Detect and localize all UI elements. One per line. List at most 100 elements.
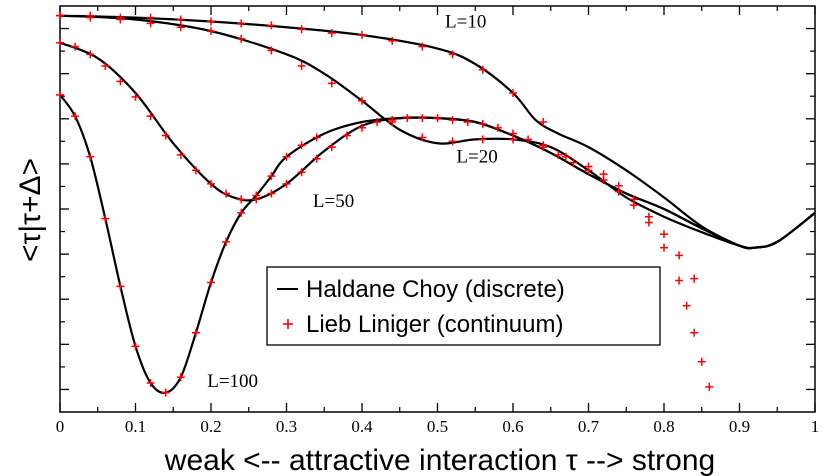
data-point-lieb-liniger-l-100 (237, 208, 246, 217)
data-point-lieb-liniger-l-100 (131, 342, 140, 351)
data-point-lieb-liniger-l-20 (478, 135, 487, 144)
data-point-lieb-liniger-l-50 (282, 179, 291, 188)
data-point-lieb-liniger-l-50 (539, 143, 548, 152)
data-point-lieb-liniger-l-20 (358, 96, 366, 105)
data-point-lieb-liniger-l-20 (207, 27, 215, 36)
data-point-lieb-liniger-l-20 (146, 19, 155, 28)
data-point-lieb-liniger-l-50 (463, 118, 472, 126)
data-point-lieb-liniger-l-50 (509, 129, 517, 138)
data-point-lieb-liniger-l-50 (448, 116, 457, 125)
data-point-lieb-liniger-l-100 (222, 237, 231, 246)
series-line-haldane-choy-l-10 (59, 14, 816, 250)
data-point-lieb-liniger-l-10 (327, 29, 336, 38)
data-point-lieb-liniger-l-10 (509, 89, 517, 97)
data-point-lieb-liniger-l-100 (176, 373, 185, 382)
data-point-lieb-liniger-l-100 (207, 278, 215, 287)
legend-label-lieb-liniger: Lieb Liniger (continuum) (306, 311, 563, 338)
data-point-lieb-liniger-l-20 (327, 79, 336, 88)
x-tick-label: 0.6 (502, 417, 523, 436)
data-point-lieb-liniger-l-50 (403, 114, 412, 123)
x-tick-label: 0 (56, 417, 65, 436)
data-point-lieb-liniger-l-50 (599, 176, 608, 184)
data-point-lieb-liniger-l-50 (478, 119, 487, 128)
data-point-lieb-liniger-l-50 (388, 116, 397, 125)
data-point-lieb-liniger-l-100 (86, 152, 95, 161)
data-point-lieb-liniger-l-10 (478, 65, 487, 74)
data-point-lieb-liniger-l-10 (448, 50, 457, 59)
data-point-lieb-liniger-l-100 (312, 133, 321, 142)
data-point-lieb-liniger-l-100 (282, 152, 291, 161)
data-point-lieb-liniger-l-10 (418, 42, 427, 51)
x-tick-label: 0.9 (729, 417, 750, 436)
data-point-lieb-liniger-l-100 (252, 191, 261, 200)
data-point-lieb-liniger-l-50 (327, 143, 336, 152)
x-tick-label: 0.8 (653, 417, 674, 436)
data-point-lieb-liniger-l-50 (101, 61, 110, 70)
data-point-lieb-liniger-l-100 (101, 214, 110, 223)
data-point-lieb-liniger-l-10 (267, 21, 276, 30)
data-point-lieb-liniger-l-20 (660, 230, 668, 239)
data-point-lieb-liniger-l-50 (554, 150, 563, 159)
data-point-lieb-liniger-l-20 (237, 34, 246, 43)
annotation-l100: L=100 (207, 371, 258, 392)
data-point-lieb-liniger-l-50 (660, 243, 668, 252)
data-point-lieb-liniger-l-50 (524, 135, 533, 144)
data-point-lieb-liniger-l-50 (312, 154, 321, 163)
annotation-l20: L=20 (456, 147, 497, 168)
annotation-l50: L=50 (313, 191, 354, 212)
data-point-lieb-liniger-l-50 (644, 218, 653, 227)
x-tick-label: 0.5 (427, 417, 448, 436)
x-tick-label: 0.7 (578, 417, 600, 436)
data-point-lieb-liniger-l-50 (569, 158, 578, 167)
data-point-lieb-liniger-l-50 (690, 328, 699, 337)
data-point-lieb-liniger-l-100 (116, 282, 125, 291)
legend-plus-icon (283, 319, 293, 329)
data-point-lieb-liniger-l-50 (614, 187, 623, 196)
data-point-lieb-liniger-l-10 (388, 36, 397, 45)
data-point-lieb-liniger-l-50 (697, 357, 706, 366)
data-point-lieb-liniger-l-50 (629, 201, 638, 210)
data-point-lieb-liniger-l-20 (675, 251, 684, 260)
data-point-lieb-liniger-l-50 (493, 123, 502, 132)
data-point-lieb-liniger-l-50 (297, 168, 306, 177)
data-point-lieb-liniger-l-20 (176, 23, 185, 32)
data-point-lieb-liniger-l-10 (207, 17, 215, 26)
x-tick-label: 0.1 (125, 417, 146, 436)
data-point-lieb-liniger-l-50 (176, 150, 185, 159)
data-point-lieb-liniger-l-50 (131, 92, 140, 101)
annotation-l10: L=10 (445, 11, 486, 32)
data-point-lieb-liniger-l-100 (146, 379, 155, 387)
data-point-lieb-liniger-l-50 (207, 179, 215, 188)
data-point-lieb-liniger-l-100 (191, 328, 200, 337)
series-line-haldane-choy-l-100 (59, 94, 816, 394)
data-point-lieb-liniger-l-100 (161, 388, 170, 397)
data-point-lieb-liniger-l-10 (539, 118, 548, 126)
data-point-lieb-liniger-l-50 (418, 114, 427, 123)
data-point-lieb-liniger-l-50 (682, 301, 691, 310)
data-point-lieb-liniger-l-20 (116, 15, 125, 24)
data-point-lieb-liniger-l-50 (161, 131, 170, 140)
data-point-lieb-liniger-l-10 (297, 25, 306, 34)
x-tick-label: 0.2 (200, 417, 221, 436)
data-point-lieb-liniger-l-50 (191, 166, 200, 175)
data-point-lieb-liniger-l-50 (116, 77, 125, 86)
data-point-lieb-liniger-l-100 (56, 90, 64, 99)
y-axis-title: <τ|τ+Δ> (14, 158, 47, 262)
data-point-lieb-liniger-l-50 (86, 50, 95, 59)
data-point-lieb-liniger-l-20 (448, 137, 457, 146)
plot-frame (59, 5, 816, 413)
data-point-lieb-liniger-l-50 (71, 42, 80, 51)
x-tick-label: 0.3 (276, 417, 297, 436)
series-line-haldane-choy-l-50 (59, 41, 816, 250)
legend-label-haldane-choy: Haldane Choy (discrete) (306, 276, 565, 303)
data-point-lieb-liniger-l-20 (86, 13, 95, 22)
data-point-lieb-liniger-l-50 (267, 189, 276, 198)
data-point-lieb-liniger-l-50 (358, 123, 366, 132)
data-point-lieb-liniger-l-100 (71, 112, 80, 121)
legend: Haldane Choy (discrete) Lieb Liniger (co… (266, 266, 661, 346)
data-point-lieb-liniger-l-50 (675, 276, 684, 285)
curve-annotations: L=10 L=20 L=50 L=100 (207, 11, 497, 392)
data-point-lieb-liniger-l-50 (222, 189, 231, 198)
data-point-lieb-liniger-l-20 (297, 61, 306, 70)
data-point-lieb-liniger-l-20 (690, 274, 699, 283)
